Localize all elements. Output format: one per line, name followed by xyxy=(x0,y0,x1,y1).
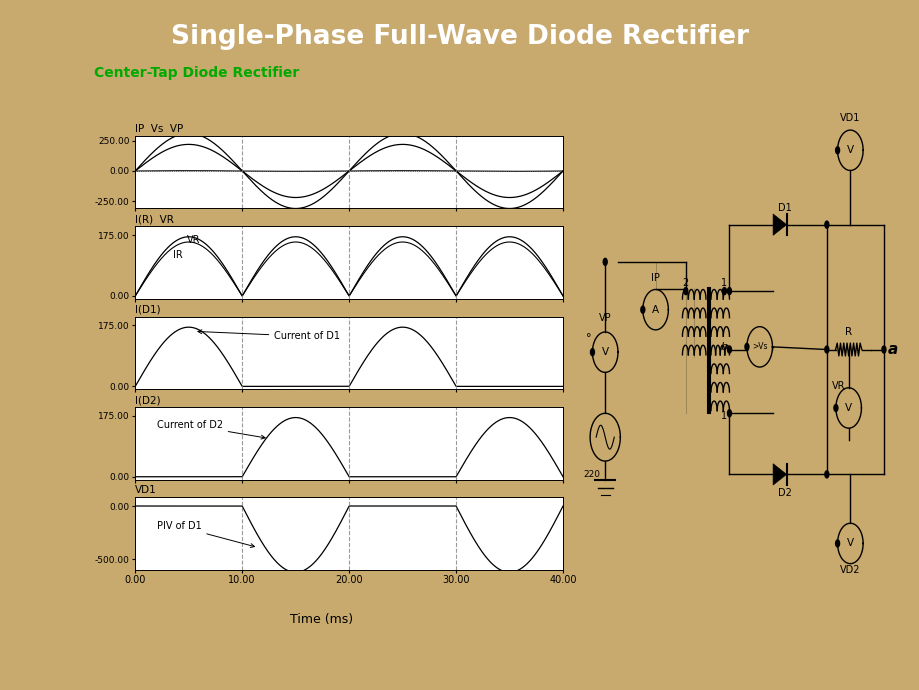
Text: Time (ms): Time (ms) xyxy=(289,613,353,626)
Text: 2: 2 xyxy=(682,278,688,288)
Text: Current of D2: Current of D2 xyxy=(156,420,265,439)
Text: PIV of D1: PIV of D1 xyxy=(156,522,255,547)
Text: A: A xyxy=(652,305,658,315)
Polygon shape xyxy=(772,464,786,485)
Polygon shape xyxy=(721,287,726,295)
Text: V: V xyxy=(601,347,608,357)
Polygon shape xyxy=(823,470,829,479)
Polygon shape xyxy=(880,345,886,354)
Polygon shape xyxy=(640,306,645,314)
Text: VD2: VD2 xyxy=(839,564,859,575)
Text: 1: 1 xyxy=(720,411,727,421)
Polygon shape xyxy=(743,343,749,351)
Polygon shape xyxy=(726,345,732,354)
Polygon shape xyxy=(834,146,839,155)
Text: IP  Vs  VP: IP Vs VP xyxy=(135,124,183,134)
Text: V: V xyxy=(845,538,853,549)
Text: VR: VR xyxy=(831,382,845,391)
Text: 1: 1 xyxy=(720,278,727,288)
Text: IR: IR xyxy=(173,250,182,260)
Text: V: V xyxy=(845,403,851,413)
Polygon shape xyxy=(772,214,786,235)
Text: Single-Phase Full-Wave Diode Rectifier: Single-Phase Full-Wave Diode Rectifier xyxy=(171,24,748,50)
Text: I(R)  VR: I(R) VR xyxy=(135,215,174,224)
Text: VP: VP xyxy=(598,313,611,323)
Polygon shape xyxy=(683,287,687,295)
Text: VD1: VD1 xyxy=(839,113,859,123)
Text: Current of D1: Current of D1 xyxy=(198,330,340,342)
Text: Center-Tap Diode Rectifier: Center-Tap Diode Rectifier xyxy=(94,66,299,79)
Polygon shape xyxy=(823,345,829,354)
Text: IP: IP xyxy=(651,273,659,283)
Polygon shape xyxy=(726,287,732,295)
Text: V: V xyxy=(845,146,853,155)
Text: R: R xyxy=(845,326,851,337)
Polygon shape xyxy=(833,404,838,412)
Text: VD1: VD1 xyxy=(135,486,157,495)
Text: I(D2): I(D2) xyxy=(135,395,161,405)
Text: a: a xyxy=(886,342,897,357)
Text: >Vs: >Vs xyxy=(751,342,766,351)
Text: D1: D1 xyxy=(777,204,791,213)
Text: D2: D2 xyxy=(777,488,791,497)
Polygon shape xyxy=(726,409,732,417)
Polygon shape xyxy=(823,220,829,229)
Text: VR: VR xyxy=(187,235,199,245)
Polygon shape xyxy=(602,257,607,266)
Text: °: ° xyxy=(585,333,591,344)
Text: I(D1): I(D1) xyxy=(135,305,161,315)
Text: 220: 220 xyxy=(583,470,599,479)
Text: b: b xyxy=(720,342,727,351)
Polygon shape xyxy=(834,539,839,548)
Polygon shape xyxy=(589,348,595,357)
